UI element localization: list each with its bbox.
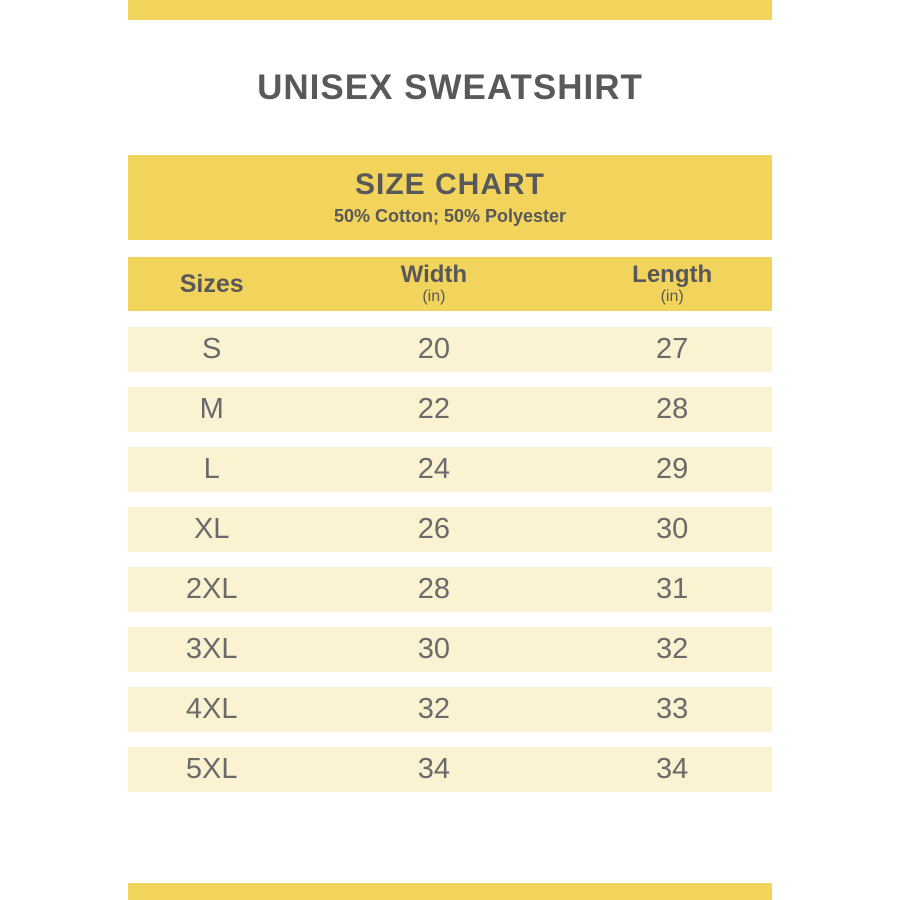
- page-title: UNISEX SWEATSHIRT: [257, 68, 643, 107]
- bottom-accent-bar: [128, 883, 772, 900]
- size-chart-header: SIZE CHART 50% Cotton; 50% Polyester: [128, 155, 772, 240]
- column-header-label: Length: [632, 261, 713, 288]
- size-cell: XL: [193, 513, 230, 545]
- table-row: M 22 28: [128, 387, 772, 432]
- column-header-label: Sizes: [179, 269, 244, 298]
- table-row: 4XL 32 33: [128, 687, 772, 732]
- length-cell: 28: [656, 393, 689, 425]
- width-cell: 20: [417, 333, 451, 365]
- length-cell: 31: [656, 573, 689, 605]
- column-header-length: Length (in): [572, 257, 772, 311]
- width-cell: 24: [417, 453, 451, 485]
- table-row: XL 26 30: [128, 507, 772, 552]
- size-cell: 3XL: [185, 633, 238, 665]
- column-header-width: Width (in): [295, 257, 572, 311]
- length-cell: 27: [656, 333, 689, 365]
- column-header-unit: (in): [660, 288, 684, 306]
- table-row: 5XL 34 34: [128, 747, 772, 792]
- length-cell: 34: [656, 753, 689, 785]
- size-cell: M: [199, 393, 224, 425]
- column-header-sizes: Sizes: [128, 257, 295, 311]
- width-cell: 28: [417, 573, 451, 605]
- fabric-composition: 50% Cotton; 50% Polyester: [333, 206, 567, 226]
- width-cell: 26: [417, 513, 451, 545]
- size-table-body: S 20 27 M 22 28 L 24 29 XL 26 30 2XL 28 …: [128, 327, 772, 807]
- column-header-unit: (in): [422, 288, 446, 306]
- table-row: S 20 27: [128, 327, 772, 372]
- width-cell: 22: [417, 393, 451, 425]
- length-cell: 33: [656, 693, 689, 725]
- length-cell: 30: [656, 513, 689, 545]
- size-table-header-row: Sizes Width (in) Length (in): [128, 257, 772, 311]
- table-row: 2XL 28 31: [128, 567, 772, 612]
- size-cell: 5XL: [185, 753, 238, 785]
- size-cell: L: [203, 453, 220, 485]
- size-chart-title: SIZE CHART: [355, 168, 545, 201]
- width-cell: 34: [417, 753, 451, 785]
- table-row: 3XL 30 32: [128, 627, 772, 672]
- column-header-label: Width: [400, 261, 468, 288]
- width-cell: 30: [417, 633, 451, 665]
- table-row: L 24 29: [128, 447, 772, 492]
- size-cell: 4XL: [185, 693, 238, 725]
- size-cell: 2XL: [185, 573, 238, 605]
- width-cell: 32: [417, 693, 451, 725]
- top-accent-bar: [128, 0, 772, 20]
- length-cell: 32: [656, 633, 689, 665]
- size-cell: S: [202, 333, 222, 365]
- length-cell: 29: [656, 453, 689, 485]
